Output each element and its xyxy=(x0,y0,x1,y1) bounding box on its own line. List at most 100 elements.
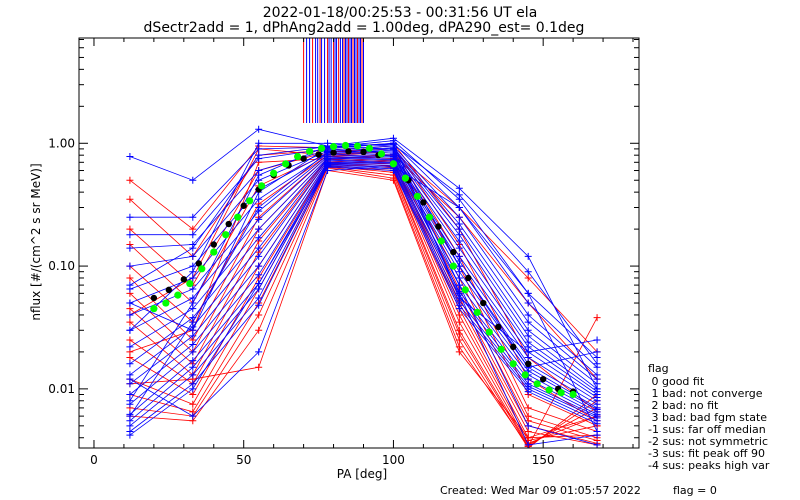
fit-green-point xyxy=(389,160,398,168)
blue-series-line xyxy=(129,148,598,385)
red-series-point xyxy=(126,195,134,203)
fit-black-point xyxy=(180,276,188,283)
blue-series-point xyxy=(255,244,263,252)
fit-green-point xyxy=(533,380,541,388)
blue-series-point xyxy=(189,213,197,221)
blue-series-point xyxy=(189,348,197,356)
blue-series-point xyxy=(189,326,197,334)
blue-series-point xyxy=(524,311,532,319)
fit-green-point xyxy=(509,360,517,368)
fit-green-point xyxy=(365,144,374,152)
red-series-point xyxy=(255,363,263,371)
blue-series-line xyxy=(129,164,598,427)
blue-series-point xyxy=(524,268,532,276)
fit-black-point xyxy=(480,299,487,307)
blue-series-line xyxy=(129,140,598,432)
blue-series-line xyxy=(129,156,598,402)
blue-series-line xyxy=(129,151,598,446)
x-tick-label: 100 xyxy=(382,453,405,467)
fit-black-point xyxy=(539,375,547,383)
blue-series-line xyxy=(129,164,598,422)
fit-green-point xyxy=(413,192,421,200)
blue-series-line xyxy=(129,157,598,405)
fit-green-point xyxy=(246,197,254,205)
blue-series-point xyxy=(126,281,134,289)
fit-green-point xyxy=(437,237,445,245)
blue-series-point xyxy=(255,151,263,159)
red-series-point xyxy=(126,318,134,326)
flag-legend-title: flag xyxy=(648,362,669,375)
red-series-line xyxy=(129,160,598,439)
created-timestamp: Created: Wed Mar 09 01:05:57 2022 xyxy=(440,484,641,497)
blue-series-point xyxy=(189,357,197,365)
blue-series-point xyxy=(126,375,134,383)
fit-black-point xyxy=(240,202,247,209)
red-series-point xyxy=(593,314,601,322)
red-series-point xyxy=(455,311,463,319)
red-series-point xyxy=(524,274,532,282)
fit-green-point xyxy=(401,174,410,182)
axes: 0 50 100 150 0.01 0.10 1.00 xyxy=(48,38,639,467)
red-series-line xyxy=(129,154,598,439)
flag-legend-item: 3 bad: bad fgm state xyxy=(648,411,767,424)
blue-series-line xyxy=(129,161,598,413)
fit-green-point xyxy=(150,305,158,313)
blue-series-point xyxy=(255,280,263,288)
fit-green-point xyxy=(210,248,218,256)
fit-black-point xyxy=(225,220,232,228)
flag-legend-item: -4 sus: peaks high var xyxy=(648,459,770,472)
red-series-line xyxy=(129,164,598,446)
red-series-line xyxy=(129,170,598,439)
blue-series-point xyxy=(455,294,463,302)
blue-series-point xyxy=(524,422,532,430)
blue-series-line xyxy=(129,128,598,390)
blue-series-point xyxy=(189,252,197,260)
blue-series-point xyxy=(524,318,532,326)
blue-series-point xyxy=(255,215,263,223)
x-tick-label: 0 xyxy=(90,453,98,467)
blue-series-point xyxy=(455,274,463,282)
blue-series-point xyxy=(126,360,134,368)
fit-green-point xyxy=(258,182,266,190)
red-series-line xyxy=(129,148,598,353)
fit-black-point xyxy=(330,149,337,156)
blue-series-point xyxy=(455,184,463,192)
fit-green-point xyxy=(569,390,577,399)
blue-series-line xyxy=(129,158,598,409)
fit-black-point xyxy=(435,223,442,230)
blue-series-point xyxy=(593,360,601,368)
y-tick-label: 0.01 xyxy=(48,382,75,396)
flag-legend-item: 2 bad: no fit xyxy=(648,399,719,412)
blue-series-point xyxy=(189,318,197,326)
plot-area xyxy=(126,38,601,448)
blue-series-point xyxy=(524,441,532,448)
fit-black-point xyxy=(510,343,517,351)
blue-series-line xyxy=(129,153,598,395)
fit-black-point xyxy=(420,199,427,206)
fit-black-point xyxy=(450,248,457,256)
fit-green-point xyxy=(174,291,182,299)
blue-series-point xyxy=(455,305,463,313)
blue-series-point xyxy=(524,348,532,356)
fit-black-point xyxy=(315,151,322,158)
fit-green-point xyxy=(317,144,326,152)
fit-green-point xyxy=(461,286,469,294)
blue-series-point xyxy=(189,176,197,184)
blue-series-point xyxy=(593,336,601,344)
blue-series-point xyxy=(255,225,263,233)
blue-series-point xyxy=(189,274,197,282)
red-series-point xyxy=(255,311,263,319)
fit-green-point xyxy=(353,142,362,150)
blue-series-point xyxy=(455,262,463,270)
red-series-point xyxy=(524,404,532,412)
fit-black-point xyxy=(495,323,502,331)
blue-series-point xyxy=(593,431,601,439)
plot-frame xyxy=(78,37,640,449)
fit-green-point xyxy=(341,141,350,150)
red-series-point xyxy=(455,318,463,326)
blue-series-point xyxy=(189,231,197,239)
fit-green-point xyxy=(305,147,314,155)
red-series-line xyxy=(129,158,598,446)
fit-green-point xyxy=(329,142,338,151)
flag-legend-item: -3 sus: fit peak off 90 xyxy=(648,447,765,460)
